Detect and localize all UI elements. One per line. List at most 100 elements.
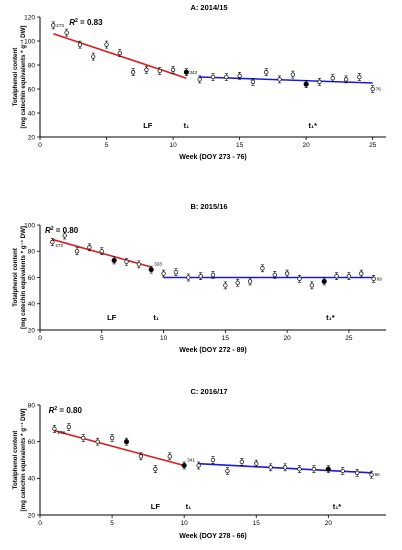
x-tick-label: 0 <box>38 335 42 342</box>
data-point <box>62 233 67 238</box>
x-tick-label: 10 <box>160 335 168 342</box>
data-point <box>167 454 172 459</box>
data-point <box>254 461 259 466</box>
x-tick-label: 5 <box>110 520 114 527</box>
data-point <box>369 472 374 477</box>
data-point <box>87 245 92 250</box>
data-point <box>77 42 83 47</box>
data-point <box>223 283 228 288</box>
r-squared-label: R2 = 0.80 <box>45 226 79 235</box>
t1-star-annotation: t₁* <box>309 121 318 130</box>
data-point <box>170 67 176 72</box>
data-point <box>173 270 179 275</box>
data-point <box>124 259 129 264</box>
panel-3: C: 2016/17 20 40 60 80 0 5 10 15 20 Totalphenol co… <box>12 387 386 540</box>
data-point <box>237 73 242 78</box>
t1-annotation: t₁ <box>186 502 192 511</box>
x-axis-label: Week (DOY 273 - 76) <box>179 154 246 161</box>
y-axis-label-units: [mg catechin equivalents * g⁻¹ DW] <box>20 409 27 512</box>
x-tick-label: 0 <box>38 520 42 527</box>
data-point <box>355 470 360 475</box>
x-tick-label: 15 <box>222 335 230 342</box>
data-point <box>297 467 302 472</box>
data-point <box>117 50 122 56</box>
data-point <box>346 274 352 279</box>
data-point <box>371 276 376 281</box>
data-point <box>123 439 130 445</box>
data-point <box>99 249 104 254</box>
data-point <box>297 276 302 281</box>
data-point <box>334 274 339 279</box>
x-tick-label: 20 <box>284 335 292 342</box>
data-point <box>109 435 115 441</box>
data-point <box>161 271 166 276</box>
data-point <box>210 457 216 463</box>
data-point <box>138 454 144 459</box>
data-point <box>264 70 269 75</box>
data-point <box>235 280 240 285</box>
y-tick-label: 40 <box>28 110 36 117</box>
x-tick-label: 5 <box>105 142 109 149</box>
data-point <box>225 468 230 474</box>
data-point <box>268 465 273 470</box>
doy-end-label: 89 <box>377 276 383 281</box>
r-squared-label: R2 = 0.80 <box>49 406 83 415</box>
data-point <box>247 279 253 284</box>
doy-end-label: 76 <box>376 87 382 92</box>
y-tick-label: 60 <box>28 86 36 93</box>
y-tick-label: 80 <box>28 62 36 69</box>
y-tick-label: 80 <box>28 249 36 256</box>
doy-mid-label: 328 <box>154 262 162 267</box>
data-point <box>66 424 71 430</box>
y-tick-label: 80 <box>28 402 36 409</box>
doy-mid-label: 343 <box>189 70 197 75</box>
y-tick-label: 100 <box>24 38 35 45</box>
panel-title: C: 2016/17 <box>190 387 227 396</box>
y-tick-label: 20 <box>28 327 36 334</box>
data-point <box>311 467 317 472</box>
y-tick-label: 20 <box>28 134 36 141</box>
data-point <box>357 74 362 80</box>
t1-star-annotation: t₁* <box>333 502 342 511</box>
data-point <box>282 465 288 470</box>
t1-annotation: t₁ <box>184 121 190 130</box>
data-point <box>330 76 335 81</box>
data-point <box>131 70 136 75</box>
data-point <box>277 77 282 82</box>
doy-start-label: 273 <box>56 23 64 28</box>
y-axis-label: Totalphenol content <box>12 248 19 307</box>
panel-1: A: 2014/15 20 40 60 80 100 120 0 5 10 15 20 25 Totalp… <box>12 3 386 161</box>
data-point <box>210 272 216 278</box>
data-point <box>181 462 187 469</box>
y-tick-label: 60 <box>28 275 36 282</box>
panel-2: B: 2015/16 20 40 60 80 100 0 5 10 15 20 25 Totalphen… <box>12 202 386 354</box>
doy-start-label: 272 <box>55 243 63 248</box>
y-tick-label: 40 <box>28 301 36 308</box>
lf-annotation: LF <box>151 502 161 511</box>
data-point <box>153 467 158 472</box>
y-tick-label: 100 <box>24 222 35 229</box>
data-point <box>104 42 109 47</box>
panel-title: A: 2014/15 <box>190 3 227 12</box>
x-tick-label: 25 <box>345 335 353 342</box>
r-squared-label: R2 = 0.83 <box>69 18 103 27</box>
data-point <box>183 69 189 75</box>
data-point <box>111 257 117 263</box>
y-tick-label: 20 <box>28 512 36 519</box>
data-point <box>64 30 69 35</box>
data-point <box>95 439 100 444</box>
y-axis-label-units: [mg catechin equivalents * g⁻¹ DW] <box>20 26 27 129</box>
data-point <box>272 272 277 278</box>
data-point <box>340 468 345 474</box>
lf-annotation: LF <box>143 121 153 130</box>
x-tick-label: 15 <box>236 142 244 149</box>
y-axis-label-units: [mg catechin equivalents * g⁻¹ DW] <box>20 226 27 329</box>
data-point <box>157 68 162 74</box>
data-point <box>303 81 309 87</box>
x-tick-label: 20 <box>303 142 311 149</box>
data-point <box>250 79 256 84</box>
x-tick-label: 10 <box>181 520 189 527</box>
data-point <box>370 86 375 92</box>
x-tick-label: 0 <box>38 142 42 149</box>
